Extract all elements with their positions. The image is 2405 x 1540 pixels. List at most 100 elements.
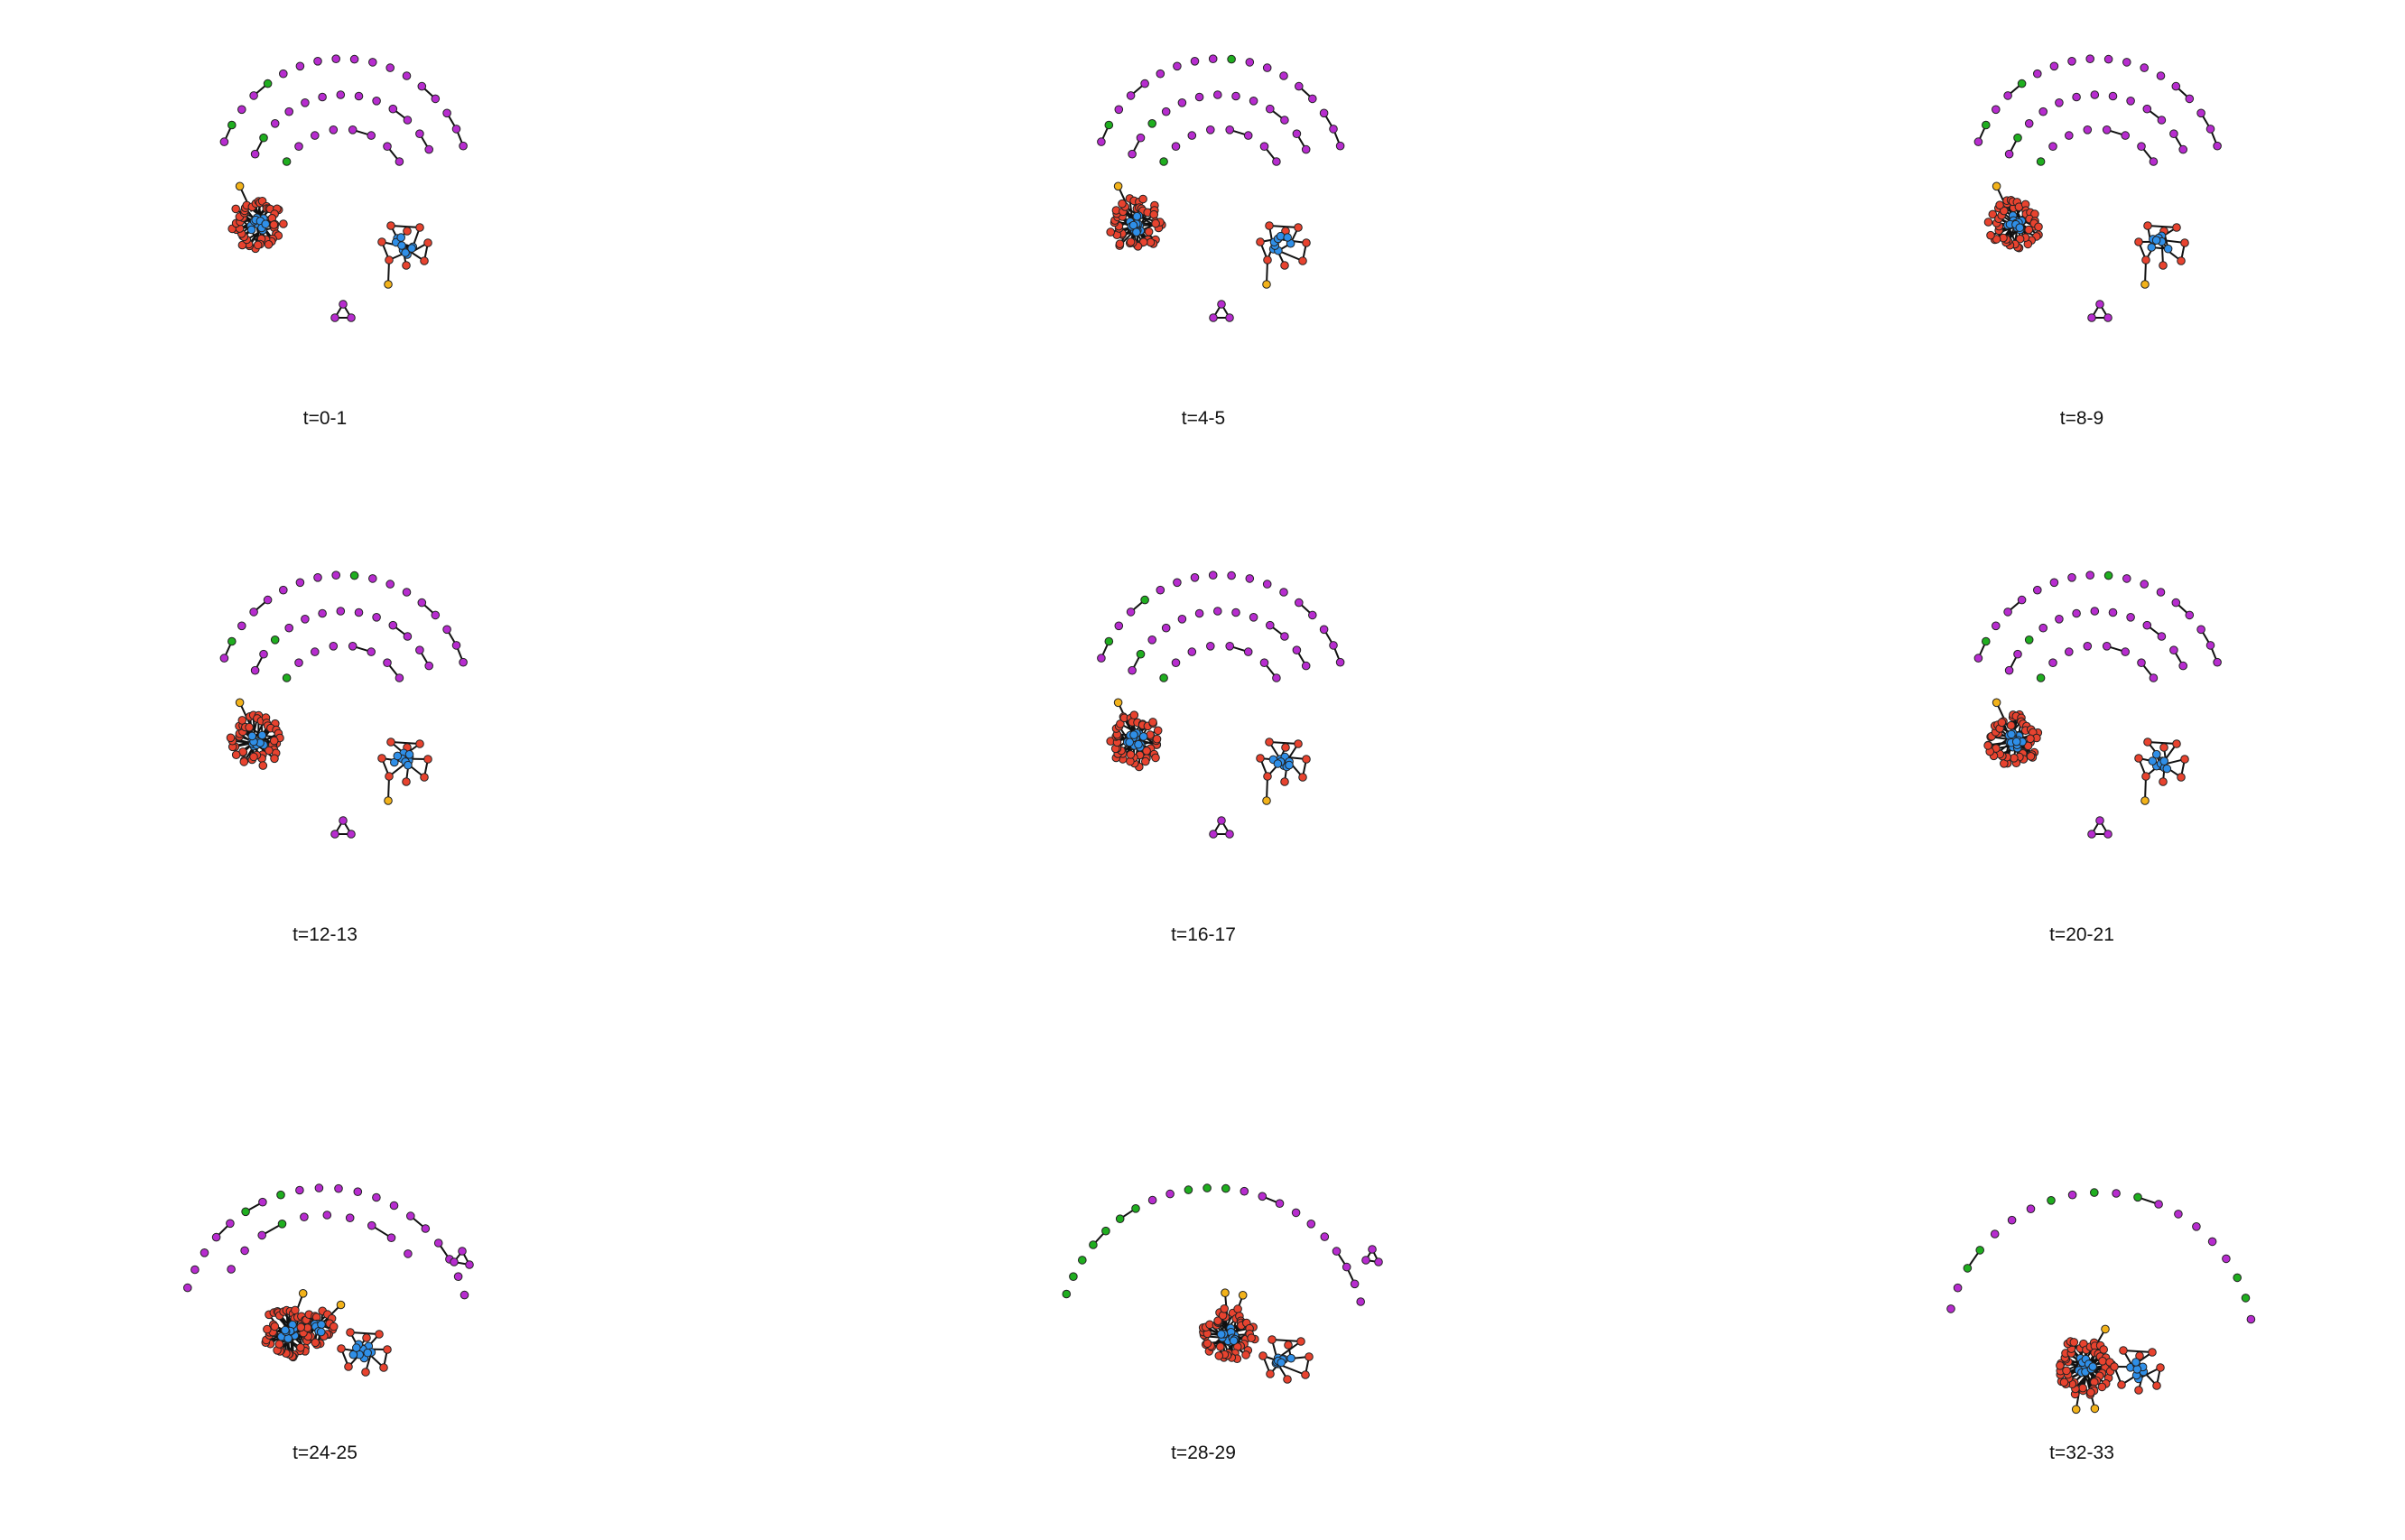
magenta-node	[2193, 1223, 2201, 1231]
magenta-node	[1156, 70, 1165, 78]
panel-label: t=0-1	[72, 408, 578, 430]
green-node	[2048, 1197, 2056, 1205]
magenta-node	[1276, 1200, 1284, 1208]
magenta-node	[220, 654, 228, 663]
red-node	[270, 737, 278, 745]
magenta-node	[1258, 1192, 1267, 1201]
magenta-node	[2138, 659, 2146, 667]
magenta-node	[323, 1211, 331, 1220]
magenta-node	[2104, 314, 2112, 322]
panel-label: t=24-25	[72, 1443, 578, 1464]
green-node	[2025, 636, 2033, 645]
blue-node	[2008, 730, 2016, 738]
red-node	[385, 256, 394, 264]
network-panel-9: t=32-33	[1829, 1034, 2335, 1540]
blue-node	[1230, 1337, 1238, 1345]
red-node	[2142, 773, 2150, 781]
magenta-node	[295, 143, 303, 151]
magenta-node	[1214, 91, 1222, 99]
magenta-node	[389, 105, 397, 113]
magenta-node	[314, 58, 322, 66]
red-node	[297, 1344, 305, 1352]
panel-label: t=4-5	[951, 408, 1456, 430]
magenta-node	[1244, 648, 1252, 656]
blue-node	[1286, 761, 1294, 769]
magenta-node	[1218, 817, 1226, 825]
red-node	[1281, 778, 1289, 786]
red-node	[2087, 1388, 2095, 1396]
magenta-node	[1947, 1305, 1955, 1313]
magenta-node	[2214, 142, 2222, 150]
magenta-node	[2050, 579, 2058, 587]
green-node	[2134, 1193, 2142, 1201]
magenta-node	[1246, 59, 1254, 67]
panel-label: t=28-29	[951, 1443, 1456, 1464]
green-node	[1070, 1273, 1078, 1281]
magenta-node	[1172, 143, 1180, 151]
magenta-node	[1188, 648, 1196, 656]
red-node	[2135, 238, 2143, 246]
red-node	[1303, 239, 1311, 247]
blue-node	[2160, 757, 2168, 765]
red-node	[1215, 1352, 1223, 1360]
panel-label: t=8-9	[1829, 408, 2335, 430]
red-node	[1259, 1352, 1268, 1360]
green-node	[2018, 79, 2026, 88]
magenta-node	[395, 674, 404, 682]
red-node	[240, 758, 248, 766]
orange-node	[337, 1301, 345, 1309]
magenta-node	[2103, 126, 2111, 135]
magenta-node	[2112, 1190, 2121, 1198]
red-node	[2027, 735, 2035, 743]
magenta-node	[2223, 1255, 2231, 1263]
magenta-node	[1249, 97, 1258, 106]
red-node	[403, 262, 411, 270]
green-node	[2104, 571, 2112, 580]
panel-label: t=20-21	[1829, 924, 2335, 946]
red-node	[1305, 1353, 1314, 1361]
magenta-node	[1332, 1248, 1341, 1256]
green-node	[228, 637, 237, 645]
green-node	[271, 636, 279, 645]
magenta-node	[2096, 301, 2104, 309]
red-node	[1303, 756, 1311, 764]
magenta-node	[339, 301, 348, 309]
magenta-node	[346, 1214, 354, 1222]
red-node	[271, 1322, 279, 1331]
magenta-node	[2034, 586, 2042, 594]
red-node	[1107, 228, 1115, 237]
magenta-node	[1260, 143, 1268, 151]
magenta-node	[1214, 608, 1222, 616]
magenta-node	[432, 95, 440, 103]
magenta-node	[1375, 1258, 1383, 1266]
blue-node	[364, 1349, 372, 1357]
magenta-node	[296, 579, 304, 587]
magenta-node	[416, 646, 424, 654]
red-node	[1149, 719, 1157, 727]
green-node	[2037, 674, 2045, 682]
blue-node	[405, 751, 413, 759]
magenta-node	[1954, 1284, 1962, 1292]
blue-node	[2133, 1366, 2141, 1374]
magenta-node	[1148, 1196, 1156, 1204]
orange-node	[2102, 1325, 2110, 1333]
magenta-node	[466, 1261, 474, 1269]
magenta-node	[1992, 622, 2001, 630]
red-node	[387, 222, 395, 230]
orange-node	[1114, 182, 1122, 190]
red-node	[2149, 1349, 2157, 1357]
blue-node	[1126, 738, 1134, 747]
green-node	[1105, 121, 1113, 129]
red-node	[424, 756, 432, 764]
blue-node	[1277, 1359, 1286, 1367]
magenta-node	[390, 1201, 398, 1210]
blue-node	[2153, 750, 2161, 758]
green-node	[1105, 637, 1113, 645]
panel-label: t=16-17	[951, 924, 1456, 946]
panel-label: t=12-13	[72, 924, 578, 946]
red-node	[380, 1364, 388, 1372]
magenta-node	[2068, 1191, 2076, 1199]
magenta-node	[296, 1186, 304, 1194]
magenta-node	[1172, 659, 1180, 667]
magenta-node	[1293, 130, 1301, 138]
